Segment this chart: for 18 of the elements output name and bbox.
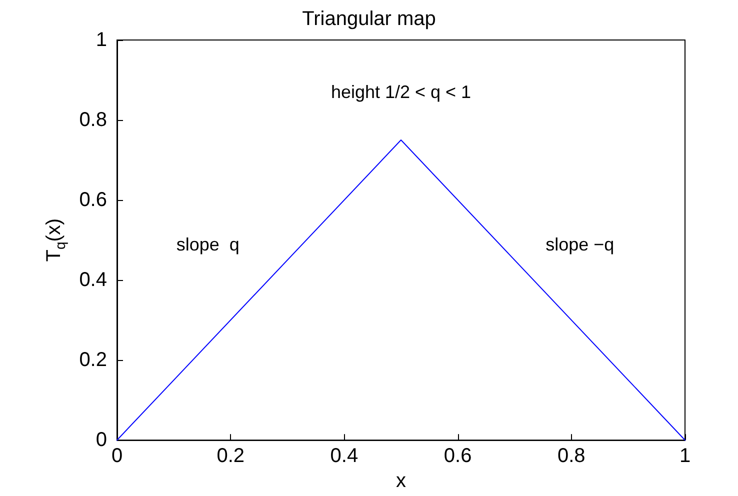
annotation: slope −q [546, 234, 614, 255]
x-tick-label: 0.2 [216, 445, 245, 468]
x-tick-label: 0 [111, 445, 123, 468]
y-axis-title: Tq(x) [43, 218, 68, 262]
annotation: slope q [176, 234, 240, 255]
y-tick-label: 1 [96, 29, 107, 51]
y-tick-label: 0.8 [79, 109, 107, 132]
x-tick-label: 0.4 [330, 445, 358, 468]
y-tick-label: 0.2 [79, 349, 107, 372]
annotation: height 1/2 < q < 1 [330, 82, 472, 102]
x-tick-label: 0.6 [444, 445, 472, 468]
x-tick-label: 0.8 [557, 445, 586, 468]
x-tick-label: 1 [679, 445, 691, 468]
x-axis-title: x [396, 470, 406, 492]
y-tick-label: 0.6 [79, 189, 107, 212]
y-tick-label: 0 [96, 429, 107, 452]
y-tick-label: 0.4 [79, 269, 107, 292]
chart-title: Triangular map [302, 8, 436, 30]
